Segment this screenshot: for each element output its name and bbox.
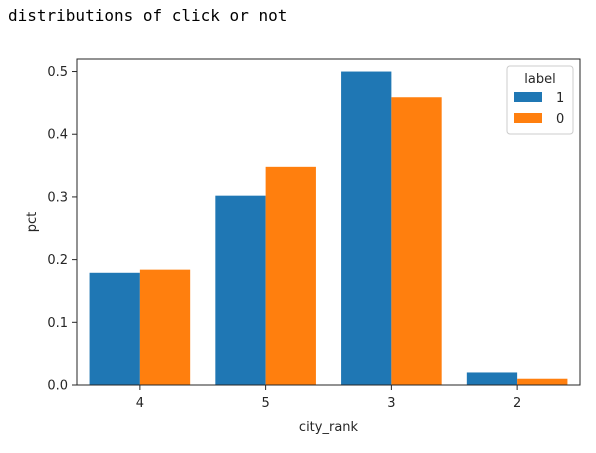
- bar-4-label-1: [89, 272, 140, 385]
- bar-3-label-0: [391, 97, 442, 385]
- legend: label 10: [506, 65, 574, 135]
- bar-2-label-1: [466, 372, 518, 385]
- y-tick-label: 0.1: [47, 316, 68, 331]
- legend-swatch-0: [514, 113, 542, 123]
- y-tick-label: 0.2: [47, 253, 68, 268]
- cell-output-text: distributions of click or not: [8, 6, 288, 25]
- y-axis-label: pct: [25, 212, 40, 233]
- x-tick-label: 5: [261, 396, 269, 411]
- bar-2-label-0: [517, 378, 568, 385]
- bar-5-label-0: [265, 166, 316, 385]
- bar-3-label-1: [341, 71, 392, 386]
- legend-items: 10: [514, 91, 564, 127]
- legend-title: label: [524, 72, 555, 87]
- legend-swatch-1: [514, 92, 542, 102]
- bars-group: [89, 71, 568, 386]
- x-tick-label: 3: [387, 396, 395, 411]
- y-tick-label: 0.4: [47, 128, 68, 143]
- bar-4-label-0: [139, 269, 191, 385]
- x-tick-label: 4: [136, 396, 144, 411]
- x-axis-label: city_rank: [299, 420, 359, 435]
- x-axis: 4 5 3 2: [136, 385, 521, 411]
- y-tick-label: 0.5: [47, 65, 68, 80]
- x-tick-label: 2: [513, 396, 521, 411]
- plot-frame: [76, 58, 581, 386]
- y-tick-label: 0.0: [47, 379, 68, 394]
- legend-label-1: 1: [556, 91, 564, 106]
- bar-5-label-1: [215, 195, 266, 385]
- y-axis: 0.0 0.1 0.2 0.3 0.4 0.5: [47, 65, 77, 394]
- legend-label-0: 0: [556, 112, 564, 127]
- y-tick-label: 0.3: [47, 190, 68, 205]
